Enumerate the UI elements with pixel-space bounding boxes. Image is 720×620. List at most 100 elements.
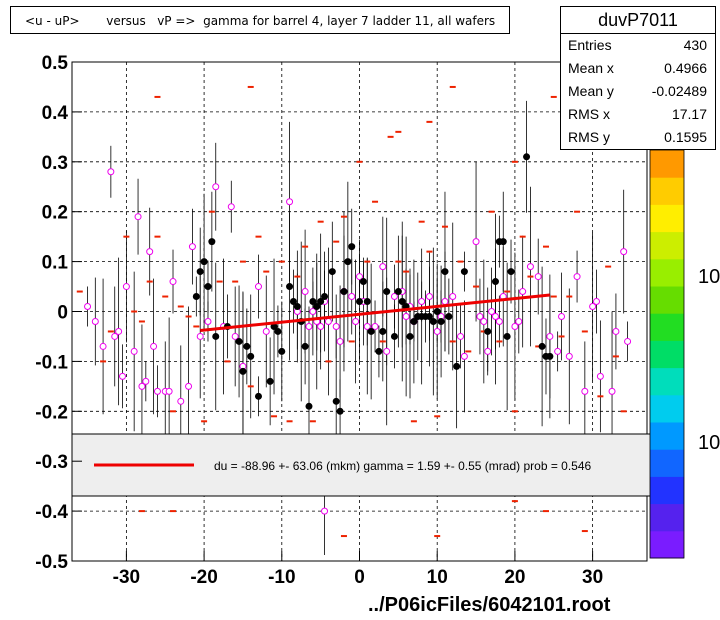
open-marker [596,372,604,380]
filled-marker [286,283,294,291]
open-marker [480,317,488,325]
filled-marker [484,327,492,335]
open-marker [558,312,566,320]
filled-marker [344,258,352,266]
z-axis-label-lower: 10 [698,432,720,454]
open-marker [554,347,562,355]
filled-marker [546,352,554,360]
file-path: ../P06icFiles/6042101.root [368,594,611,616]
open-marker [472,238,480,246]
open-marker [565,352,573,360]
y-tick-label: 0.4 [42,103,69,124]
filled-marker [332,397,340,405]
open-marker [185,382,193,390]
color-scale-band [650,422,684,450]
filled-markers [192,153,554,415]
open-marker [286,198,294,206]
open-marker [534,273,542,281]
y-tick-label: 0.1 [42,253,69,274]
filled-marker [375,347,383,355]
y-tick-label: -0.1 [35,352,68,373]
open-marker [150,342,158,350]
open-marker [390,293,398,301]
open-marker [91,317,99,325]
open-marker [491,312,499,320]
open-marker [130,347,138,355]
filled-marker [254,392,262,400]
open-marker [321,507,329,515]
open-marker [356,273,363,281]
filled-marker [491,278,499,286]
filled-marker [247,352,255,360]
filled-marker [437,317,445,325]
x-tick-label: -10 [268,567,295,588]
open-marker [592,298,600,306]
color-scale-band [650,258,684,287]
open-marker [301,288,309,296]
open-marker [581,387,589,395]
filled-marker [503,332,511,340]
open-marker [526,263,534,271]
filled-marker [309,298,317,306]
filled-marker [383,288,391,296]
filled-marker [398,298,406,306]
open-marker [165,387,173,395]
stats-row-rms-x: RMS x 17.17 [561,103,715,126]
y-tick-label: -0.2 [35,402,68,423]
filled-marker [394,288,402,296]
filled-marker [200,258,208,266]
stats-label: Mean y [568,83,614,99]
open-marker [332,322,340,330]
stats-value: -0.02489 [651,83,707,99]
open-marker [379,263,387,271]
open-marker [84,303,92,311]
filled-marker [429,317,437,325]
filled-marker [274,327,282,335]
stats-value: 430 [683,37,707,53]
open-marker [612,327,620,335]
open-marker [169,278,177,286]
filled-marker [441,268,449,276]
open-marker [204,317,212,325]
filled-marker [445,312,453,320]
open-marker [336,337,344,345]
open-marker [573,273,581,281]
color-scale-band [650,150,684,178]
x-tick-label: 0 [354,567,365,588]
color-scale-band [650,394,684,423]
open-marker [119,372,127,380]
filled-marker [305,402,313,410]
stats-label: RMS x [568,106,610,122]
filled-marker [523,153,531,161]
filled-marker [313,303,321,311]
filled-marker [212,332,220,340]
open-marker [348,293,356,301]
filled-marker [243,342,251,350]
open-marker [212,183,220,191]
open-marker [227,203,235,211]
open-marker [418,298,426,306]
filled-marker [390,332,398,340]
open-marker [371,322,379,330]
open-marker [317,322,325,330]
y-tick-label: 0.5 [42,53,69,74]
legend-text: du = -88.96 +- 63.06 (mkm) gamma = 1.59 … [214,459,592,473]
filled-marker [301,342,309,350]
open-marker [449,293,457,301]
z-axis-label-upper: 10 [698,266,720,288]
open-marker [111,332,119,340]
y-axis: -0.5 -0.4 -0.3 -0.2 -0.1 0 0.1 0.2 0.3 0.4 0.5 [35,53,82,573]
open-marker [608,387,616,395]
open-marker [153,387,161,395]
filled-marker [363,298,371,306]
open-marker [511,322,519,330]
open-marker [495,317,503,325]
stats-label: RMS y [568,129,610,145]
x-axis: -30 -20 -10 0 10 20 30 [113,551,603,588]
filled-marker [340,288,348,296]
open-marker [383,347,391,355]
open-marker [262,327,270,335]
color-scale-band [650,503,684,532]
color-scale-band [650,177,684,205]
